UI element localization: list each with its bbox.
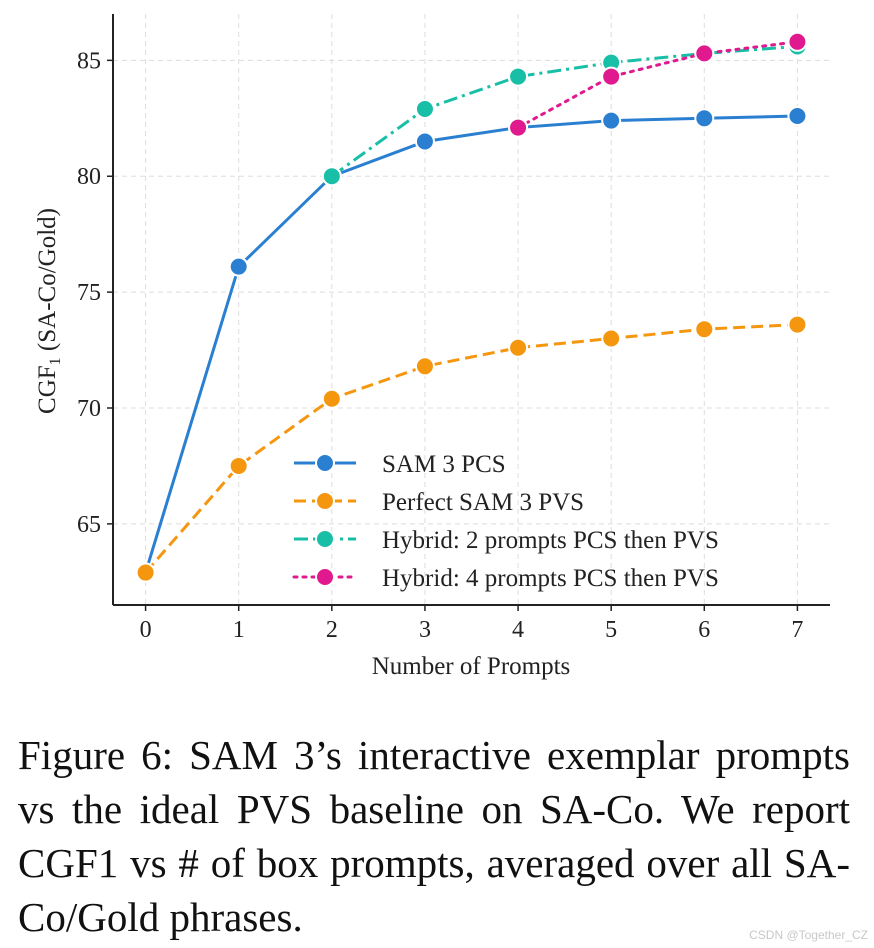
series-3-point [694,43,715,64]
legend-label-0: SAM 3 PCS [382,451,506,478]
figure-caption: Figure 6: SAM 3’s interactive exemplar p… [18,732,850,940]
series-1-point [601,328,622,349]
legend-label-1: Perfect SAM 3 PVS [382,489,584,516]
series-line-0 [144,114,798,573]
series-line-2 [330,44,798,178]
x-tick-label: 3 [419,617,431,643]
series-1-point [694,319,715,340]
series-1-point [508,337,529,358]
y-tick-label: 80 [77,164,101,190]
series-2-point [414,99,435,120]
x-tick-label: 7 [791,617,803,643]
series-1-point [414,356,435,377]
watermark: CSDN @Together_CZ [749,928,868,942]
series-1-point [787,314,808,335]
y-tick-label: 65 [77,512,101,538]
series-2-point [321,166,342,187]
x-tick-label: 1 [233,617,245,643]
x-axis-title: Number of Prompts [372,653,571,680]
legend-marker-0 [315,453,335,473]
series-3-point [508,117,529,138]
x-tick-label: 6 [698,617,710,643]
x-tick-label: 0 [140,617,152,643]
legend-marker-1 [315,491,335,511]
y-axis-title: CGF1 (SA-Co/Gold) [34,208,64,414]
series-3-point [787,31,808,52]
series-0-point [414,131,435,152]
tick-labels: 0 1 2 3 4 5 6 7 65 70 75 80 85 [77,48,803,643]
grid-lines [113,14,830,605]
series-0-point [787,105,808,126]
x-tick-label: 4 [512,617,524,643]
legend-marker-2 [315,529,335,549]
legend-label-2: Hybrid: 2 prompts PCS then PVS [382,527,719,554]
series-markers [135,31,808,583]
x-tick-label: 2 [326,617,338,643]
series-0-point [601,110,622,131]
legend-marker-3 [315,567,335,587]
series-1-point [228,455,249,476]
series-1-point [135,562,156,583]
series-3-point [601,66,622,87]
series-2-point [508,66,529,87]
y-tick-label: 85 [77,48,101,74]
legend-label-3: Hybrid: 4 prompts PCS then PVS [382,565,719,592]
line-chart: 0 1 2 3 4 5 6 7 65 70 75 80 85 Number of Prompts CGF… [34,14,830,680]
series-0-point [228,256,249,277]
y-tick-label: 75 [77,280,101,306]
series-1-point [321,388,342,409]
x-tick-label: 5 [605,617,617,643]
series-lines [144,40,799,574]
series-line-1 [144,323,798,574]
series-0-point [694,108,715,129]
legend: SAM 3 PCS Perfect SAM 3 PVS Hybrid: 2 prom… [292,451,719,592]
y-tick-label: 70 [77,396,101,422]
axes [107,14,830,611]
series-line-3 [516,40,799,130]
